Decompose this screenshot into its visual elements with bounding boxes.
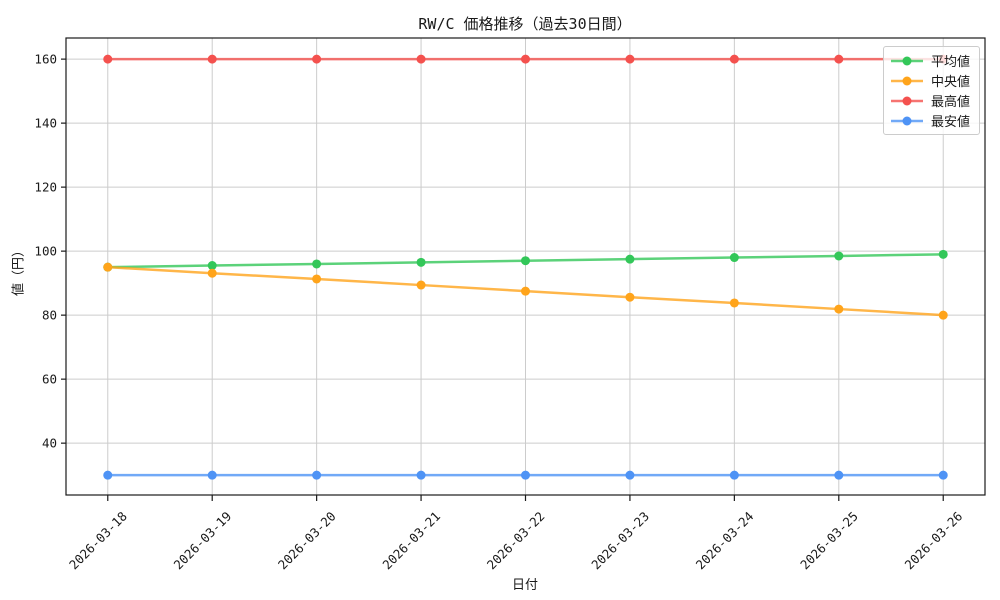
y-tick-label: 60 xyxy=(42,372,57,387)
series-marker-low xyxy=(938,470,948,480)
legend-marker xyxy=(902,76,912,85)
legend-marker xyxy=(902,56,912,65)
y-tick-label: 160 xyxy=(34,52,57,67)
legend-marker xyxy=(902,96,912,105)
y-tick-label: 40 xyxy=(42,436,57,451)
legend-swatch-low xyxy=(890,116,923,125)
series-marker-low xyxy=(416,470,426,480)
legend-item-high: 最高値 xyxy=(890,91,970,110)
legend-label: 中央値 xyxy=(930,75,970,90)
series-marker-average xyxy=(729,253,739,263)
x-tick-label: 2026-03-26 xyxy=(902,509,966,573)
legend-item-low: 最安値 xyxy=(890,111,970,130)
series-marker-median xyxy=(834,304,844,314)
series-marker-average xyxy=(834,251,844,261)
series-marker-low xyxy=(103,470,113,480)
y-axis-label: 値（円） xyxy=(11,243,27,297)
x-tick-label: 2026-03-21 xyxy=(379,509,443,573)
x-axis-label: 日付 xyxy=(511,578,539,593)
legend-swatch-median xyxy=(890,76,923,85)
legend-item-median: 中央値 xyxy=(890,71,970,90)
series-marker-median xyxy=(625,292,635,302)
series-marker-average xyxy=(521,256,530,266)
x-tick-label: 2026-03-18 xyxy=(66,509,130,573)
series-marker-high xyxy=(625,54,635,64)
series-marker-high xyxy=(521,54,530,64)
series-marker-high xyxy=(312,54,322,64)
series-marker-median xyxy=(416,280,426,290)
y-tick-label: 100 xyxy=(34,244,57,259)
series-marker-median xyxy=(729,298,739,308)
series-marker-low xyxy=(729,470,739,480)
series-marker-average xyxy=(938,249,948,259)
series-marker-low xyxy=(207,470,217,480)
x-tick-label: 2026-03-19 xyxy=(170,509,234,573)
series-marker-average xyxy=(312,259,322,269)
chart-title: RW/C 価格推移（過去30日間） xyxy=(418,15,632,33)
series-marker-low xyxy=(312,470,322,480)
x-tick-label: 2026-03-23 xyxy=(588,509,652,573)
y-tick-label: 140 xyxy=(34,116,57,131)
series-marker-average xyxy=(625,254,635,264)
legend-label: 平均値 xyxy=(930,55,970,70)
legend-marker xyxy=(902,116,912,125)
series-marker-high xyxy=(207,54,217,64)
series-marker-average xyxy=(207,261,217,271)
series-marker-high xyxy=(729,54,739,64)
series-marker-median xyxy=(207,268,217,278)
legend-label: 最高値 xyxy=(930,95,970,110)
chart-legend: 平均値中央値最高値最安値 xyxy=(882,46,980,135)
y-tick-label: 120 xyxy=(34,180,57,195)
x-tick-label: 2026-03-24 xyxy=(693,509,757,573)
series-marker-median xyxy=(938,310,948,320)
series-marker-average xyxy=(416,257,426,267)
series-marker-median xyxy=(312,274,322,284)
legend-swatch-average xyxy=(890,56,923,65)
series-marker-low xyxy=(834,470,844,480)
legend-label: 最安値 xyxy=(930,115,970,130)
series-marker-low xyxy=(625,470,635,480)
x-tick-label: 2026-03-20 xyxy=(275,509,339,573)
series-marker-high xyxy=(103,54,113,64)
y-tick-label: 80 xyxy=(42,308,57,323)
legend-swatch-high xyxy=(890,96,923,105)
series-marker-median xyxy=(521,286,530,296)
x-tick-label: 2026-03-22 xyxy=(484,509,548,573)
x-tick-label: 2026-03-25 xyxy=(797,509,861,573)
series-marker-high xyxy=(834,54,844,64)
series-marker-low xyxy=(521,470,530,480)
series-marker-high xyxy=(416,54,426,64)
legend-item-average: 平均値 xyxy=(890,51,970,70)
series-marker-median xyxy=(103,262,113,272)
